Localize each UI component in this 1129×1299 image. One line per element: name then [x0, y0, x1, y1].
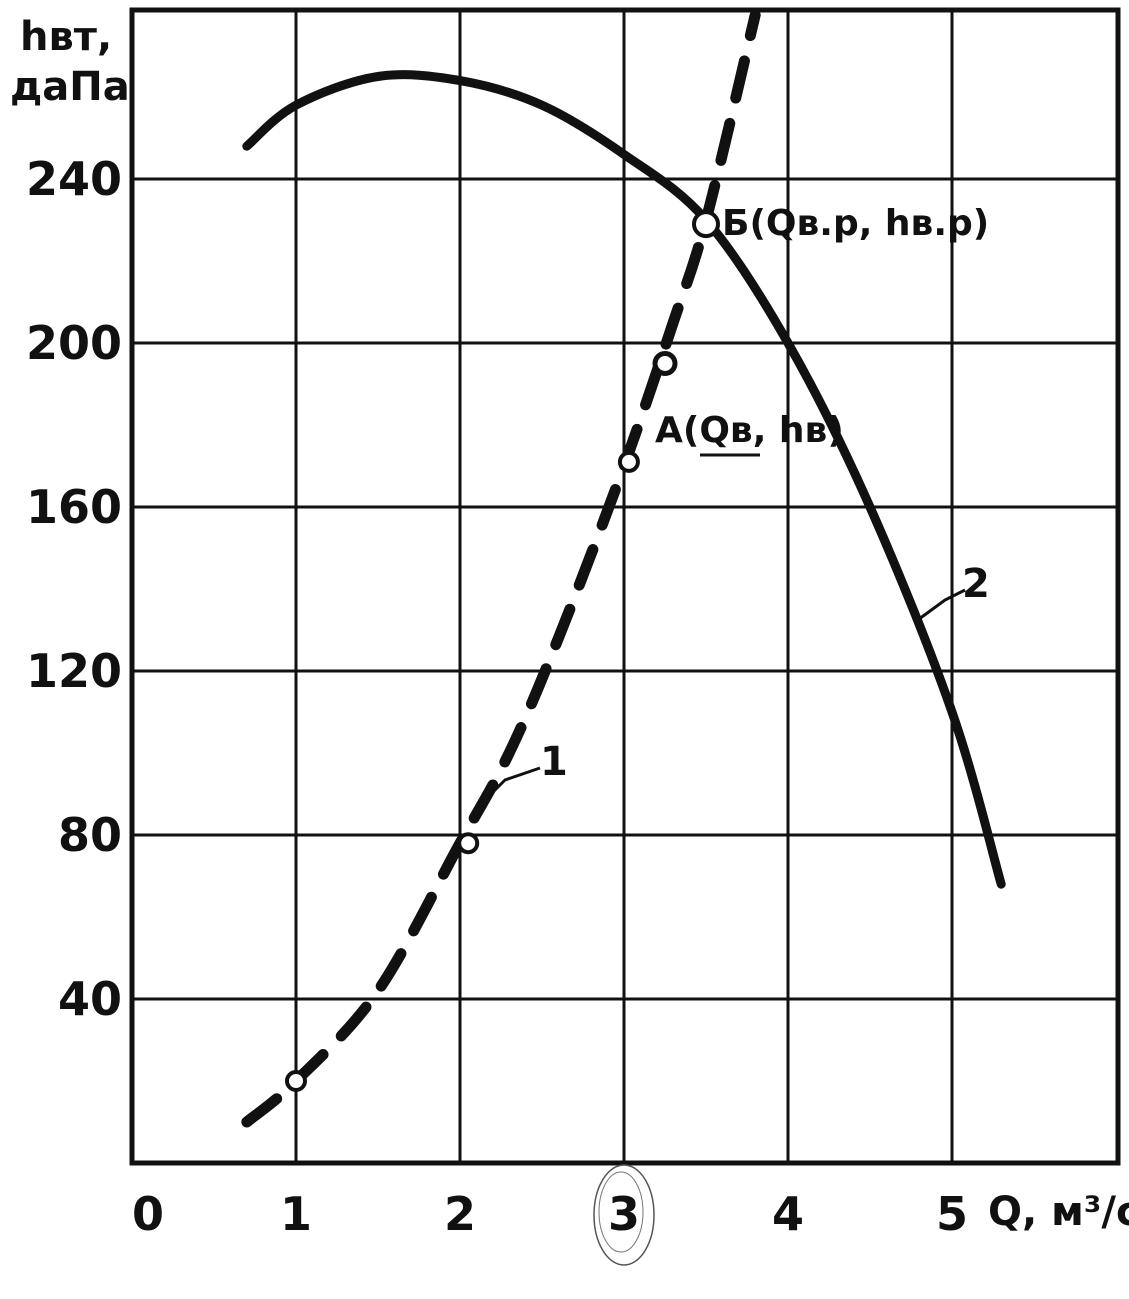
point-a-marker — [652, 351, 678, 376]
y-tick-label: 240 — [26, 152, 122, 206]
series-label-1-leader — [483, 766, 541, 802]
marker-layer — [285, 210, 720, 1092]
data-point-marker — [617, 450, 640, 473]
series-label-2: 2 — [962, 561, 990, 607]
x-tick-label: 3 — [608, 1187, 640, 1241]
series-2-line — [242, 70, 1006, 889]
series-label-2-leader — [914, 588, 966, 624]
x-tick-label: 0 — [132, 1187, 164, 1241]
series-layer — [241, 9, 1006, 1128]
y-tick-label: 200 — [26, 316, 122, 370]
series-1-line — [241, 9, 761, 1128]
highlight-circle — [593, 1164, 655, 1266]
y-tick-label: 40 — [58, 972, 122, 1026]
x-tick-label: 1 — [280, 1187, 312, 1241]
plot-frame — [129, 7, 1121, 1166]
y-axis-title-line1: hвт, — [20, 14, 112, 60]
y-tick-label: 80 — [58, 808, 122, 862]
x-tick-label: 5 — [936, 1187, 968, 1241]
data-point-marker — [692, 210, 720, 239]
x-axis-title: Q, м³/с — [988, 1189, 1129, 1235]
axes — [129, 7, 1121, 1166]
series-label-1: 1 — [540, 739, 568, 785]
highlight-circle — [598, 1171, 644, 1253]
grid — [132, 10, 1118, 1163]
y-tick-labels: 40 80 120 160 200 240 — [26, 152, 122, 1026]
y-axis-title-line2: даПа — [10, 64, 130, 110]
annotation-point-b: Б(Qв.р, hв.р) — [722, 203, 989, 244]
x-tick-labels: 0 1 2 3 4 5 — [132, 1164, 968, 1266]
data-point-marker — [285, 1070, 307, 1092]
data-point-marker — [457, 832, 480, 855]
annotation-point-a: А(Qв, hв) — [655, 410, 844, 451]
y-tick-label: 160 — [26, 480, 122, 534]
x-tick-label: 2 — [444, 1187, 476, 1241]
y-tick-label: 120 — [26, 644, 122, 698]
x-tick-label: 4 — [772, 1187, 804, 1241]
